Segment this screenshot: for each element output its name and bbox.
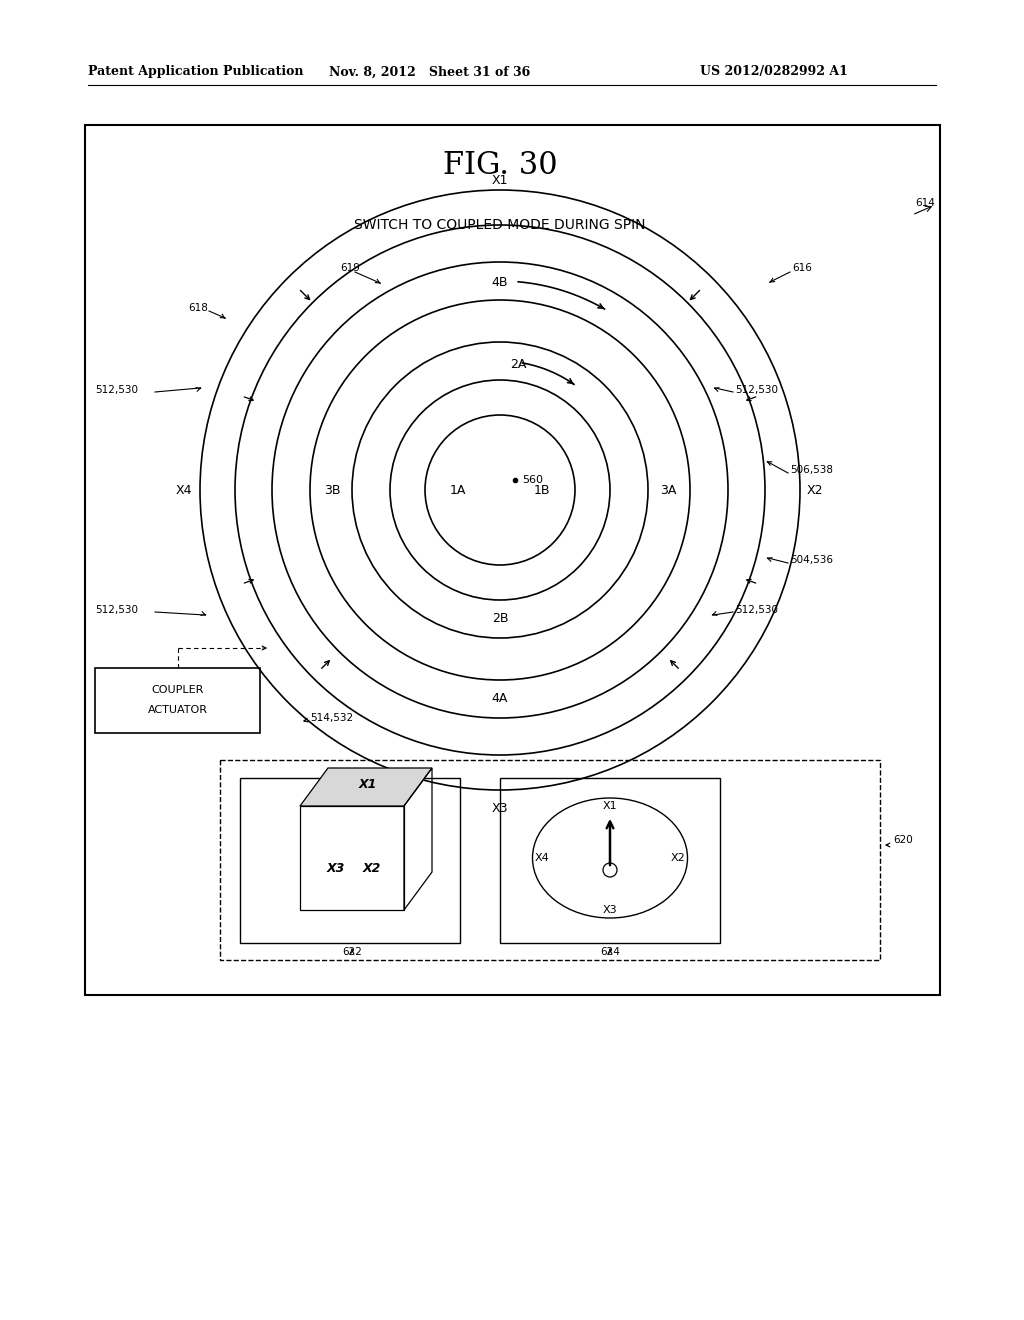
Text: X3: X3 bbox=[492, 801, 508, 814]
Text: 620: 620 bbox=[893, 836, 912, 845]
Text: COUPLER: COUPLER bbox=[152, 685, 204, 696]
Text: 3B: 3B bbox=[324, 483, 340, 496]
Text: FIG. 30: FIG. 30 bbox=[442, 149, 557, 181]
Text: 4B: 4B bbox=[492, 276, 508, 289]
Text: 514,532: 514,532 bbox=[310, 713, 353, 723]
Text: 3A: 3A bbox=[659, 483, 676, 496]
Text: 4A: 4A bbox=[492, 692, 508, 705]
Text: 512,530: 512,530 bbox=[735, 385, 778, 395]
Text: X2: X2 bbox=[362, 862, 381, 874]
Text: 1A: 1A bbox=[450, 483, 466, 496]
Text: 618: 618 bbox=[188, 304, 208, 313]
Text: 512,530: 512,530 bbox=[95, 605, 138, 615]
Text: 512,530: 512,530 bbox=[735, 605, 778, 615]
Text: ACTUATOR: ACTUATOR bbox=[147, 705, 208, 715]
Text: 504,536: 504,536 bbox=[790, 554, 833, 565]
Text: Patent Application Publication: Patent Application Publication bbox=[88, 66, 303, 78]
Text: X4: X4 bbox=[176, 483, 193, 496]
Text: 616: 616 bbox=[792, 263, 812, 273]
Text: X2: X2 bbox=[671, 853, 685, 863]
Text: X4: X4 bbox=[535, 853, 549, 863]
Text: X3: X3 bbox=[327, 862, 345, 874]
Bar bbox=[220, 760, 880, 960]
Text: 624: 624 bbox=[600, 946, 620, 957]
Text: 506,538: 506,538 bbox=[790, 465, 833, 475]
Bar bbox=[240, 777, 460, 942]
Text: 2A: 2A bbox=[510, 359, 526, 371]
Text: X3: X3 bbox=[603, 906, 617, 915]
Text: SWITCH TO COUPLED MODE DURING SPIN: SWITCH TO COUPLED MODE DURING SPIN bbox=[354, 218, 646, 232]
Bar bbox=[85, 125, 940, 995]
Polygon shape bbox=[300, 768, 432, 807]
Text: X1: X1 bbox=[358, 779, 377, 792]
Text: 622: 622 bbox=[342, 946, 361, 957]
Text: 512,530: 512,530 bbox=[95, 385, 138, 395]
Text: 2B: 2B bbox=[492, 611, 508, 624]
Text: X2: X2 bbox=[807, 483, 823, 496]
Text: Nov. 8, 2012   Sheet 31 of 36: Nov. 8, 2012 Sheet 31 of 36 bbox=[330, 66, 530, 78]
Text: 560: 560 bbox=[522, 475, 543, 484]
Bar bbox=[95, 668, 260, 733]
Bar bbox=[500, 777, 720, 942]
Text: 1B: 1B bbox=[534, 483, 550, 496]
Text: X1: X1 bbox=[492, 173, 508, 186]
Text: 619: 619 bbox=[340, 263, 359, 273]
Text: 614: 614 bbox=[915, 198, 935, 209]
Text: X1: X1 bbox=[603, 801, 617, 810]
Text: US 2012/0282992 A1: US 2012/0282992 A1 bbox=[700, 66, 848, 78]
